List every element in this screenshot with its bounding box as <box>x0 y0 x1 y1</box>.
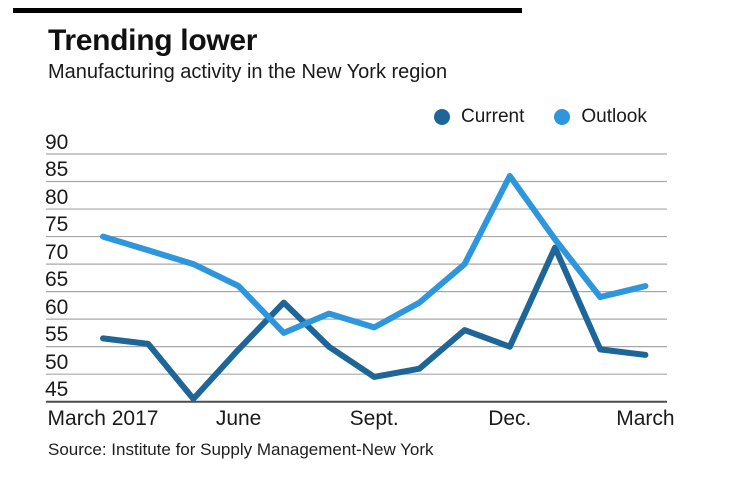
top-rule <box>13 8 522 13</box>
legend-item-outlook: Outlook <box>554 106 647 128</box>
y-axis-tick-label: 85 <box>45 158 69 182</box>
y-axis-tick-label: 65 <box>45 268 69 292</box>
legend-label: Current <box>461 106 525 127</box>
legend-dot-icon <box>554 109 571 125</box>
chart-subtitle: Manufacturing activity in the New York r… <box>48 61 448 83</box>
y-axis-tick-label: 70 <box>45 240 69 264</box>
y-axis-tick-label: 45 <box>45 378 69 402</box>
series-line-outlook <box>100 173 649 336</box>
chart-legend: Current Outlook <box>434 104 647 130</box>
page-title: Trending lower <box>48 24 258 57</box>
y-axis-tick-label: 75 <box>45 213 69 237</box>
x-axis-tick-label: Sept. <box>349 407 399 430</box>
y-axis-tick-label: 55 <box>45 323 69 347</box>
y-axis-tick-label: 80 <box>45 185 69 209</box>
legend-item-current: Current <box>434 106 524 128</box>
legend-dot-icon <box>434 109 450 125</box>
x-axis-tick-label: June <box>215 407 262 430</box>
legend-label: Outlook <box>581 106 647 127</box>
x-axis-tick-label: Dec. <box>488 407 532 430</box>
y-axis-tick-label: 90 <box>45 130 69 154</box>
x-axis-tick-label: March <box>616 407 675 430</box>
source-note: Source: Institute for Supply Management-… <box>48 440 434 459</box>
y-axis-tick-label: 50 <box>45 350 69 374</box>
series-line-current <box>100 244 649 402</box>
y-axis-tick-label: 60 <box>45 295 69 319</box>
x-axis-tick-label: March 2017 <box>47 407 159 430</box>
